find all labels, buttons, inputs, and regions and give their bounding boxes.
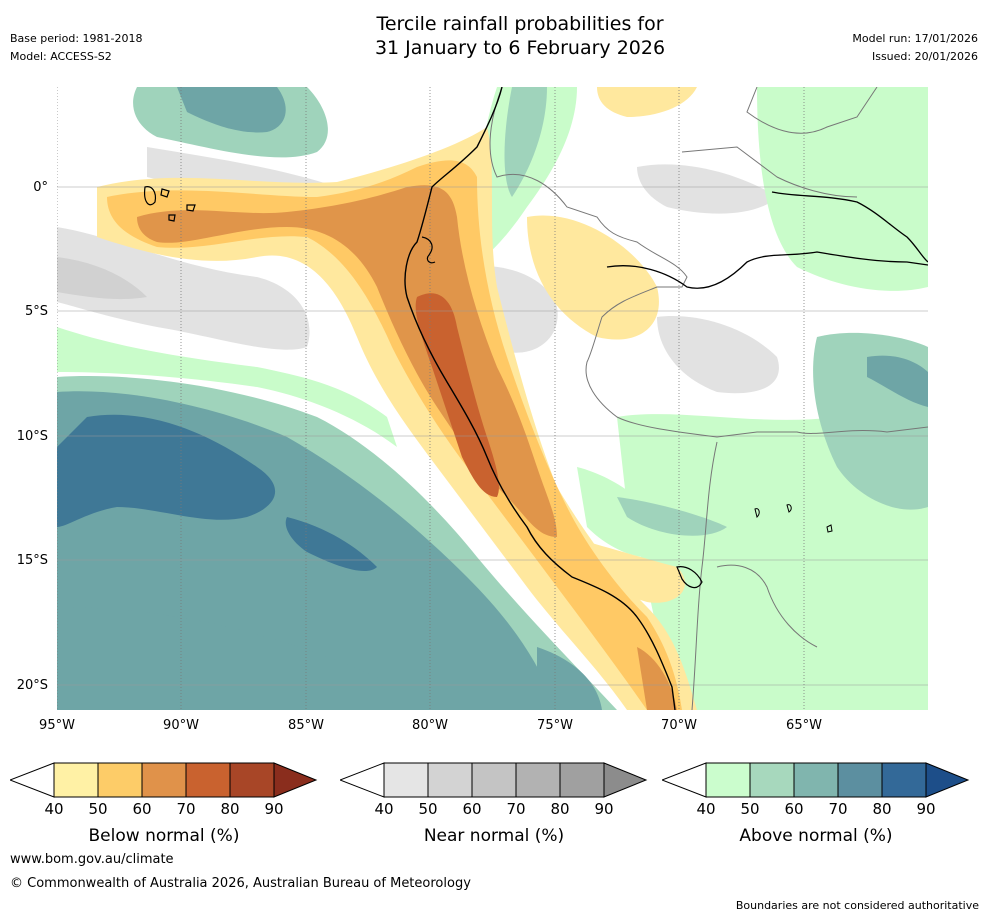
- lat-label-20s: 20°S: [16, 678, 48, 693]
- country-borders: [489, 87, 928, 710]
- region-ocean-teal-north: [177, 87, 286, 133]
- colorbar-above-swatch-70-80: [837, 762, 883, 798]
- website-link[interactable]: www.bom.gov.au/climate: [10, 852, 174, 867]
- colorbar-above-tick-80: 80: [872, 800, 892, 818]
- region-grey-2: [57, 257, 147, 300]
- colorbar-below-tick-70: 70: [176, 800, 196, 818]
- region-green-strip: [57, 327, 397, 447]
- region-below-orange-south: [637, 647, 677, 710]
- lat-label-0: 0°: [33, 180, 48, 195]
- colorbar-below-tick-80: 80: [220, 800, 240, 818]
- region-yellow-north: [597, 87, 697, 117]
- colorbar-near-extend-high: [603, 762, 648, 798]
- region-green-band: [475, 87, 577, 262]
- colorbar-near-tick-70: 70: [506, 800, 526, 818]
- lon-label-80w: 80°W: [412, 718, 448, 733]
- colorbar-above-tick-90: 90: [916, 800, 936, 818]
- lon-label-65w: 65°W: [786, 718, 822, 733]
- title-line-1: Tercile rainfall probabilities for: [376, 13, 664, 35]
- region-teal-mid: [617, 497, 727, 536]
- colorbar-above-tick-60: 60: [784, 800, 804, 818]
- region-grey-1: [57, 227, 310, 350]
- colorbar-near-swatch-50-60: [427, 762, 473, 798]
- colorbar-near-swatch-60-70: [471, 762, 517, 798]
- colorbar-near-label: Near normal (%): [423, 826, 565, 846]
- colorbar-near-tick-60: 60: [462, 800, 482, 818]
- coastline-south-america: [404, 87, 676, 710]
- region-teal-south: [537, 647, 602, 710]
- colorbar-near-swatch-70-80: [515, 762, 561, 798]
- colorbar-near-tick-50: 50: [418, 800, 438, 818]
- grid-meridians: [57, 87, 805, 710]
- colorbar-near-extend-low: [340, 762, 385, 798]
- region-yellow-central: [527, 215, 659, 340]
- coastline-guayaquil: [421, 236, 436, 264]
- colorbar-below-extend-low: [10, 762, 55, 798]
- lat-label-5s: 5°S: [24, 304, 48, 319]
- model-run: Model run: 17/01/2026: [852, 32, 978, 45]
- rainfall-probability-map: [57, 87, 928, 710]
- lon-label-90w: 90°W: [163, 718, 199, 733]
- base-period: Base period: 1981-2018: [10, 32, 143, 45]
- colorbar-above-swatch-80-90: [881, 762, 927, 798]
- region-teal-east-2: [867, 355, 928, 407]
- colorbar-below-tick-40: 40: [44, 800, 64, 818]
- title-line-2: 31 January to 6 February 2026: [374, 37, 666, 59]
- colorbar-below-label: Below normal (%): [88, 826, 240, 846]
- region-grey-6: [657, 316, 779, 394]
- colorbar-above-label: Above normal (%): [739, 826, 893, 846]
- boundaries-note: Boundaries are not considered authoritat…: [735, 899, 979, 912]
- lon-label-75w: 75°W: [537, 718, 573, 733]
- colorbar-above-tick-70: 70: [828, 800, 848, 818]
- river-amazon: [606, 191, 928, 289]
- region-below-orange: [137, 185, 557, 537]
- region-ocean-teal-south: [57, 607, 397, 710]
- region-ocean-dark-blue: [57, 414, 276, 527]
- colorbar-below-swatch-70-80: [185, 762, 231, 798]
- colorbar-below-tick-90: 90: [264, 800, 284, 818]
- lat-label-10s: 10°S: [16, 429, 48, 444]
- colorbar-near-tick-40: 40: [374, 800, 394, 818]
- colorbar-below-swatch-80-90: [229, 762, 275, 798]
- colorbar-above-extend-high: [925, 762, 970, 798]
- colorbar-below-extend-high: [273, 762, 318, 798]
- region-ocean-dark-blue-2: [285, 517, 377, 572]
- small-lakes: [754, 504, 833, 533]
- colorbar-below-swatch-50-60: [97, 762, 143, 798]
- colorbar-above-swatch-50-60: [749, 762, 795, 798]
- colorbar-below-swatch-40-50: [53, 762, 99, 798]
- colorbar-near-swatch-40-50: [383, 762, 429, 798]
- colorbar-near-normal: 40 50 60 70 80 90 Near normal (%): [340, 762, 648, 852]
- colorbar-below-swatch-60-70: [141, 762, 187, 798]
- grid: [57, 186, 928, 686]
- colorbar-near-swatch-80-90: [559, 762, 605, 798]
- colorbar-below-normal: 40 50 60 70 80 90 Below normal (%): [10, 762, 318, 852]
- region-below-orange-dark: [415, 293, 499, 497]
- colorbar-above-swatch-40-50: [705, 762, 751, 798]
- colorbar-above-tick-50: 50: [740, 800, 760, 818]
- lon-label-85w: 85°W: [288, 718, 324, 733]
- copyright-notice: © Commonwealth of Australia 2026, Austra…: [10, 876, 471, 891]
- colorbar-below-tick-60: 60: [132, 800, 152, 818]
- colorbar-near-tick-80: 80: [550, 800, 570, 818]
- model-name: Model: ACCESS-S2: [10, 50, 112, 63]
- issued-date: Issued: 20/01/2026: [871, 50, 978, 63]
- lon-label-95w: 95°W: [39, 718, 75, 733]
- colorbar-below-tick-50: 50: [88, 800, 108, 818]
- colorbar-above-tick-40: 40: [696, 800, 716, 818]
- region-grey-5: [637, 164, 777, 214]
- lon-label-70w: 70°W: [661, 718, 697, 733]
- region-green-ne: [757, 87, 928, 291]
- map-title: Tercile rainfall probabilities for 31 Ja…: [0, 12, 988, 60]
- colorbar-above-normal: 40 50 60 70 80 90 Above normal (%): [662, 762, 970, 852]
- lake-titicaca: [676, 566, 703, 589]
- galapagos-islands: [144, 186, 196, 222]
- lat-label-15s: 15°S: [16, 553, 48, 568]
- region-teal-band: [504, 87, 547, 197]
- colorbar-above-extend-low: [662, 762, 707, 798]
- colorbar-near-tick-90: 90: [594, 800, 614, 818]
- colorbar-above-swatch-60-70: [793, 762, 839, 798]
